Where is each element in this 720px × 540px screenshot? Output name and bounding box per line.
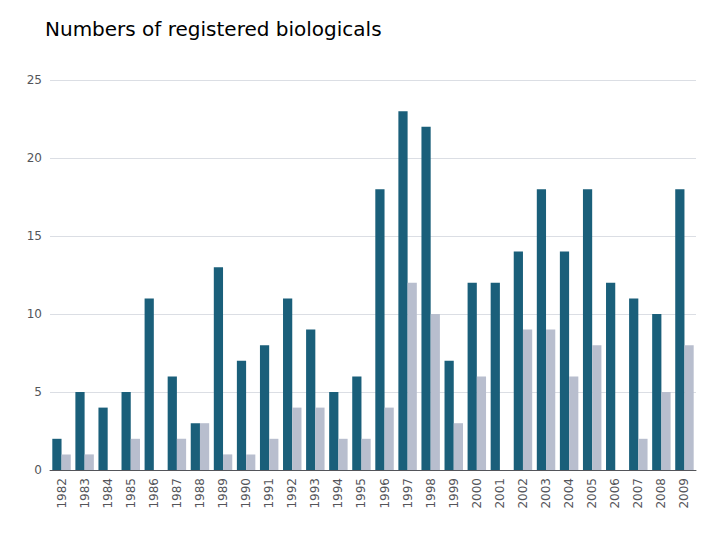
svg-text:1999: 1999 [447,478,461,509]
svg-text:1992: 1992 [285,478,299,509]
svg-text:0: 0 [34,463,42,477]
svg-text:2004: 2004 [562,478,576,509]
svg-text:25: 25 [27,73,42,87]
svg-text:1991: 1991 [262,478,276,509]
svg-text:2003: 2003 [539,478,553,509]
svg-text:1986: 1986 [147,478,161,509]
svg-text:2006: 2006 [608,478,622,509]
svg-text:1993: 1993 [308,478,322,509]
svg-text:1983: 1983 [78,478,92,509]
svg-text:20: 20 [27,151,42,165]
svg-text:1995: 1995 [354,478,368,509]
svg-text:1998: 1998 [424,478,438,509]
svg-text:2009: 2009 [677,478,691,509]
svg-text:2002: 2002 [516,478,530,509]
svg-text:1990: 1990 [239,478,253,509]
svg-text:15: 15 [27,229,42,243]
svg-text:1984: 1984 [101,478,115,509]
svg-text:10: 10 [27,307,42,321]
svg-text:5: 5 [34,385,42,399]
svg-text:1996: 1996 [378,478,392,509]
svg-text:1982: 1982 [55,478,69,509]
svg-text:2000: 2000 [470,478,484,509]
svg-text:1994: 1994 [331,478,345,509]
svg-text:2008: 2008 [654,478,668,509]
svg-text:1989: 1989 [216,478,230,509]
svg-text:2007: 2007 [631,478,645,509]
svg-text:1988: 1988 [193,478,207,509]
svg-text:Numbers of registered biologic: Numbers of registered biologicals [45,17,382,41]
svg-text:1987: 1987 [170,478,184,509]
svg-text:1997: 1997 [401,478,415,509]
svg-text:2001: 2001 [493,478,507,509]
svg-text:1985: 1985 [124,478,138,509]
svg-text:2005: 2005 [585,478,599,509]
